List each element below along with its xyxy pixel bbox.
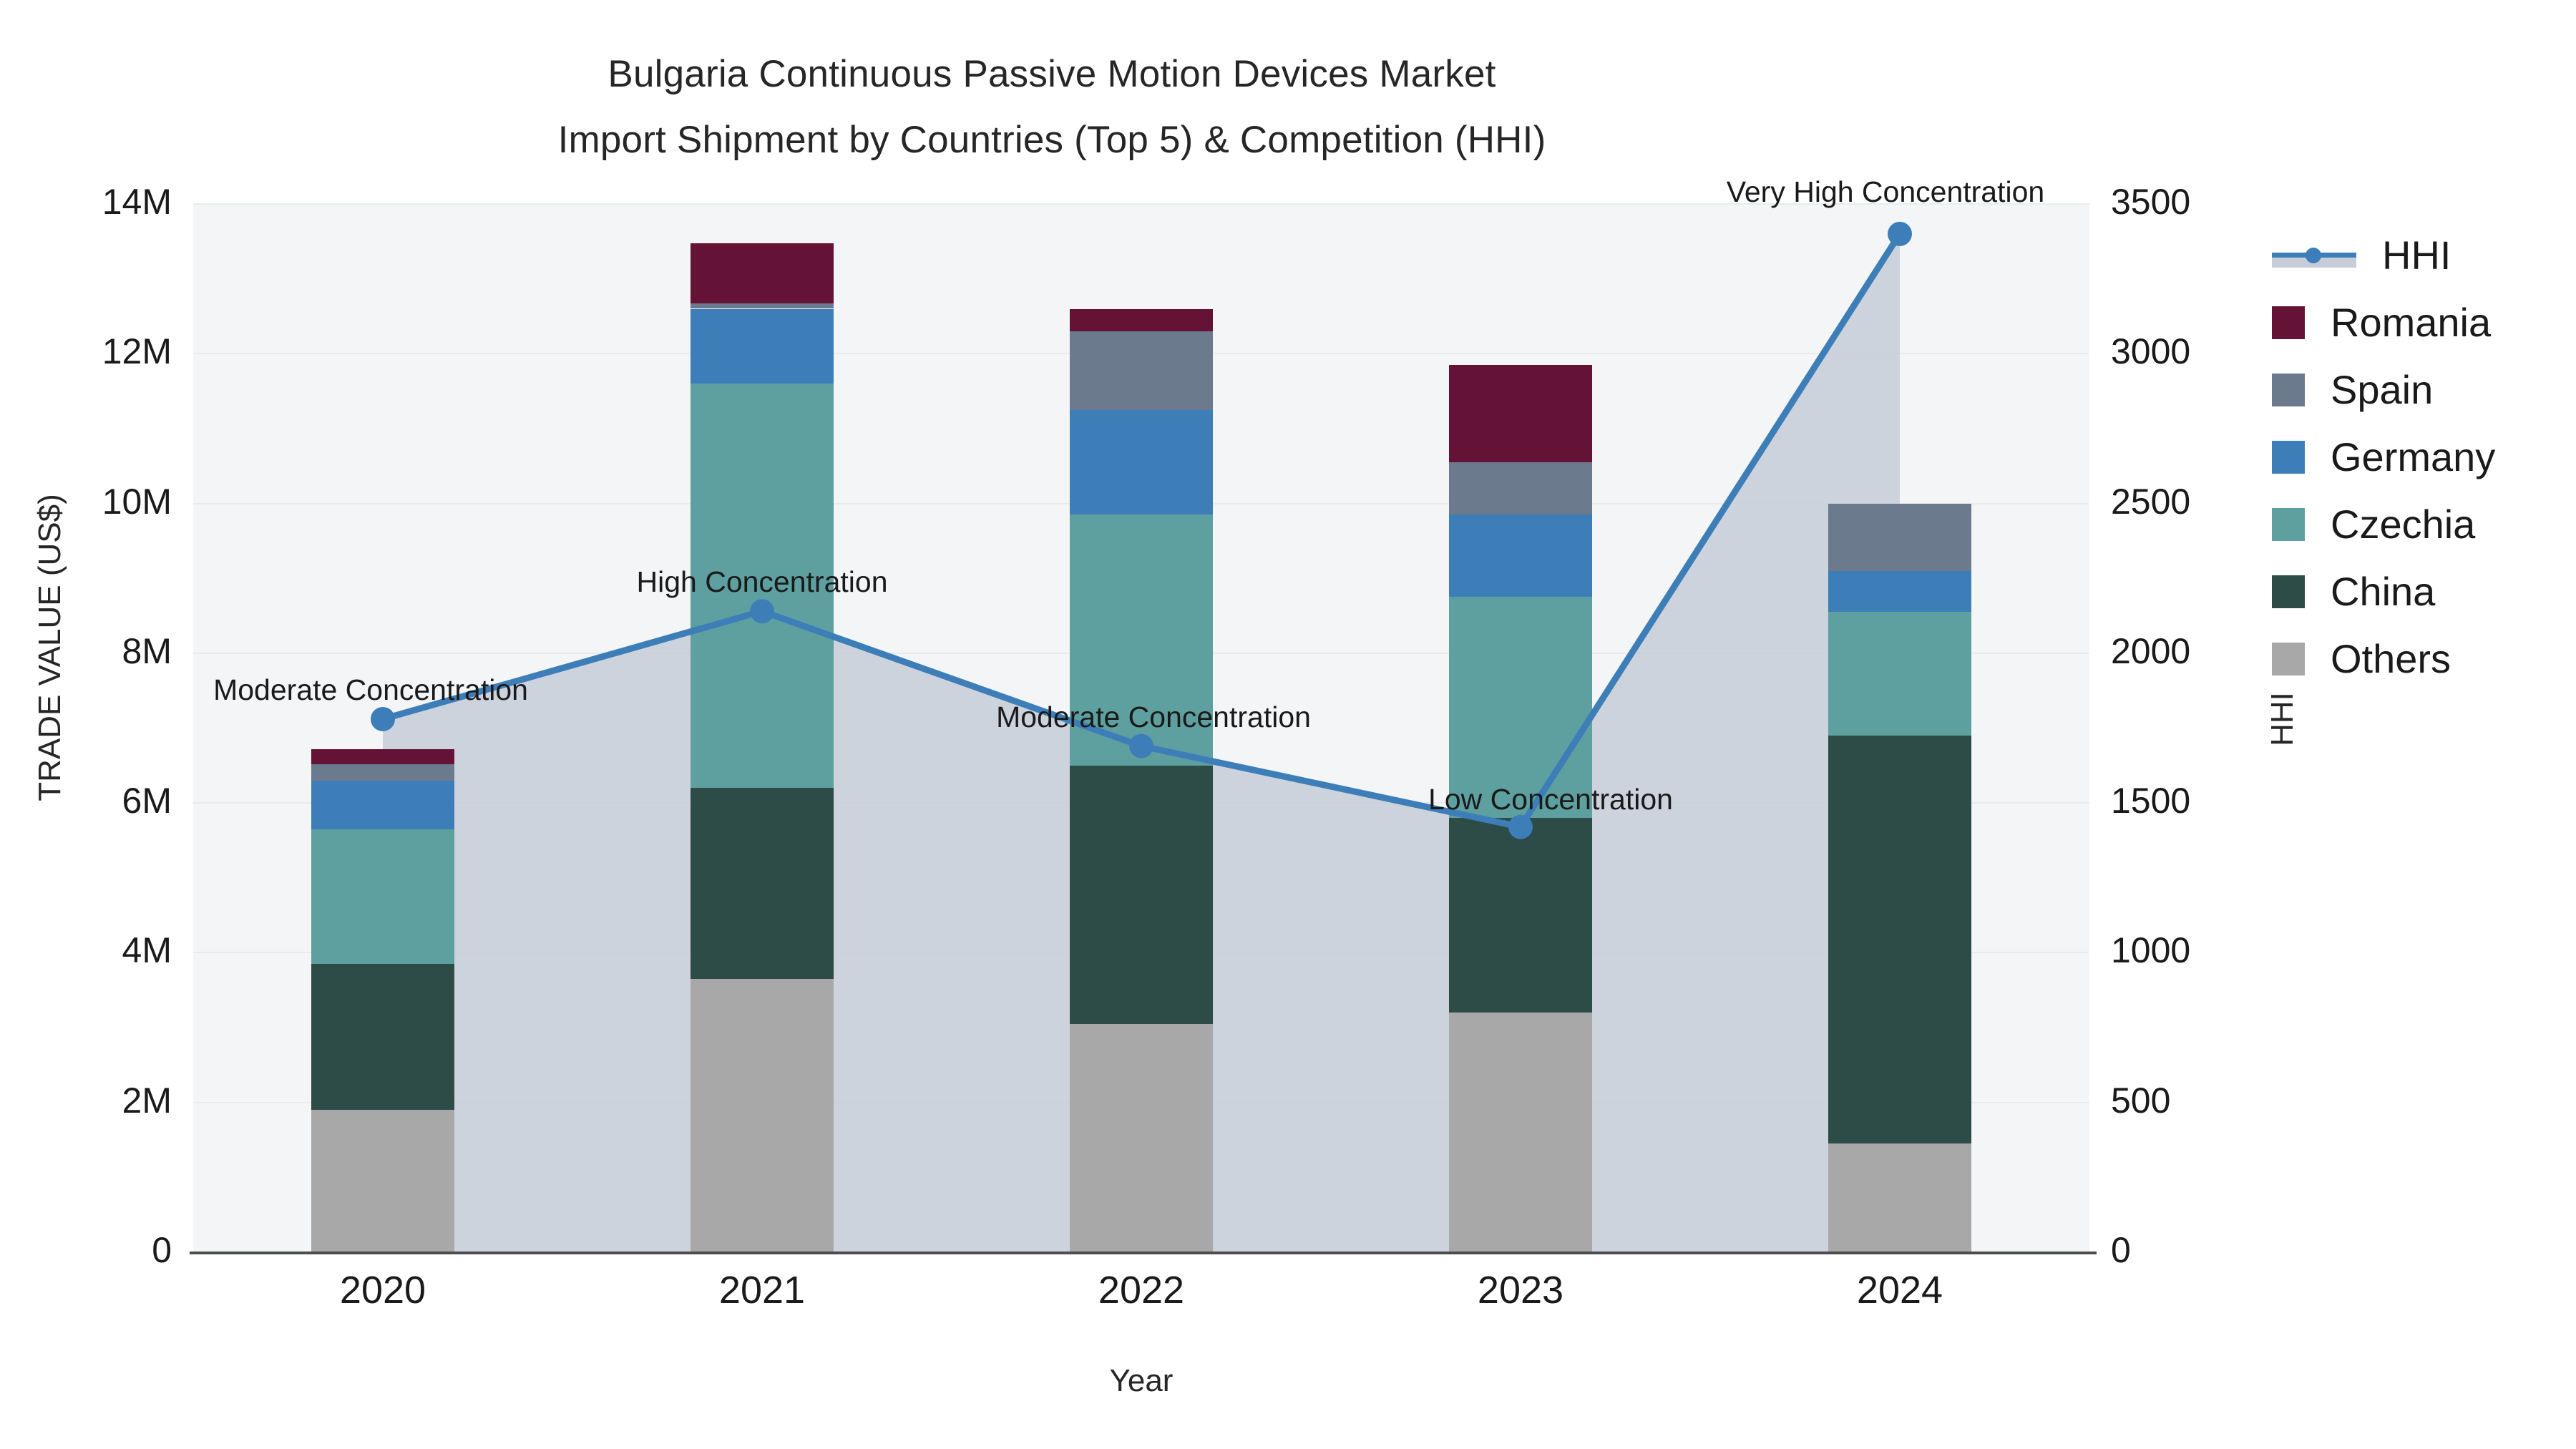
- bar-segment[interactable]: [1449, 462, 1592, 515]
- hhi-annotation-label: High Concentration: [636, 565, 888, 599]
- bar-segment[interactable]: [1070, 1023, 1213, 1252]
- bar-segment[interactable]: [1070, 308, 1213, 331]
- hhi-annotation-label: Moderate Concentration: [213, 673, 528, 706]
- legend-swatch-icon: [2272, 643, 2305, 675]
- hhi-annotation-label: Moderate Concentration: [996, 700, 1311, 733]
- bar-segment[interactable]: [691, 243, 834, 304]
- x-axis-tick-label: 2020: [339, 1269, 426, 1312]
- y-axis-left-title: TRADE VALUE (US$): [32, 494, 67, 801]
- legend-line-marker-icon: [2272, 239, 2356, 272]
- x-axis-tick-label: 2024: [1856, 1269, 1943, 1312]
- bar-segment[interactable]: [311, 1110, 454, 1252]
- legend-item-hhi[interactable]: HHI: [2272, 222, 2495, 289]
- y-axis-left-tick-label: 14M: [102, 182, 172, 222]
- legend-item-spain[interactable]: Spain: [2272, 356, 2495, 424]
- bar-segment[interactable]: [1828, 503, 1971, 571]
- y-axis-left-tick-label: 10M: [102, 481, 172, 522]
- y-axis-right-tick-label: 2500: [2111, 481, 2191, 522]
- legend-item-label: Czechia: [2331, 502, 2476, 547]
- y-axis-left-tick-label: 0: [152, 1230, 172, 1270]
- y-axis-right-tick-label: 1000: [2111, 930, 2191, 971]
- bar-segment[interactable]: [1070, 331, 1213, 410]
- x-axis-tick-label: 2022: [1098, 1269, 1185, 1312]
- bar-segment[interactable]: [1070, 765, 1213, 1024]
- bar-segment[interactable]: [1449, 1013, 1592, 1252]
- x-axis-title: Year: [1109, 1363, 1174, 1398]
- legend-swatch-icon: [2272, 306, 2305, 339]
- y-axis-right-tick-label: 500: [2111, 1080, 2171, 1121]
- legend-item-czechia[interactable]: Czechia: [2272, 491, 2495, 558]
- bar-segment[interactable]: [1449, 818, 1592, 1013]
- legend-item-label: Spain: [2331, 367, 2434, 412]
- bar-segment[interactable]: [1449, 514, 1592, 597]
- legend-item-romania[interactable]: Romania: [2272, 289, 2495, 356]
- legend-swatch-icon: [2272, 441, 2305, 474]
- bar-segment[interactable]: [311, 964, 454, 1111]
- y-axis-left-tick-label: 2M: [122, 1080, 172, 1121]
- chart-title-line-2: Import Shipment by Countries (Top 5) & C…: [557, 119, 1546, 161]
- legend-item-label: Germany: [2331, 434, 2496, 479]
- bar-segment[interactable]: [1449, 364, 1592, 462]
- bar-segment[interactable]: [1070, 409, 1213, 515]
- bar-segment[interactable]: [311, 748, 454, 764]
- bar-segment[interactable]: [1828, 570, 1971, 613]
- legend-item-label: Others: [2331, 636, 2451, 681]
- legend-item-label: HHI: [2382, 233, 2451, 278]
- bar-segment[interactable]: [691, 308, 834, 384]
- legend-item-china[interactable]: China: [2272, 558, 2495, 625]
- y-axis-left-tick-label: 8M: [122, 630, 172, 671]
- bar-segment[interactable]: [691, 788, 834, 980]
- y-axis-right-tick-label: 0: [2111, 1230, 2131, 1270]
- legend-swatch-icon: [2272, 575, 2305, 608]
- y-axis-right-tick-label: 1500: [2111, 781, 2191, 821]
- bar-segment[interactable]: [1828, 612, 1971, 736]
- legend-item-others[interactable]: Others: [2272, 625, 2495, 693]
- bar-segment[interactable]: [1828, 735, 1971, 1144]
- x-axis-line: [190, 1252, 2097, 1254]
- bar-segment[interactable]: [311, 763, 454, 781]
- y-axis-right-tick-label: 3000: [2111, 331, 2191, 372]
- chart-legend: HHI Romania Spain Germany Czechia China Others: [2272, 222, 2495, 693]
- legend-item-label: China: [2331, 569, 2436, 614]
- legend-swatch-icon: [2272, 374, 2305, 406]
- x-axis-tick-label: 2021: [718, 1269, 806, 1312]
- legend-swatch-icon: [2272, 508, 2305, 541]
- legend-item-label: Romania: [2331, 300, 2492, 345]
- chart-title-line-1: Bulgaria Continuous Passive Motion Devic…: [608, 53, 1496, 95]
- hhi-annotation-label: Low Concentration: [1428, 782, 1673, 816]
- y-axis-left-tick-label: 6M: [122, 781, 172, 821]
- bar-segment[interactable]: [1828, 1143, 1971, 1252]
- y-axis-left-tick-label: 4M: [122, 930, 172, 971]
- bar-segment[interactable]: [691, 979, 834, 1252]
- y-axis-right-tick-label: 2000: [2111, 630, 2191, 671]
- y-axis-left-tick-label: 12M: [102, 331, 172, 372]
- x-axis-tick-label: 2023: [1477, 1269, 1564, 1312]
- y-axis-right-tick-label: 3500: [2111, 182, 2191, 222]
- bar-segment[interactable]: [691, 303, 834, 309]
- bar-segment[interactable]: [311, 780, 454, 829]
- hhi-annotation-label: Very High Concentration: [1726, 175, 2045, 208]
- gridline-right: [193, 203, 2089, 205]
- legend-item-germany[interactable]: Germany: [2272, 424, 2495, 491]
- bar-segment[interactable]: [311, 829, 454, 965]
